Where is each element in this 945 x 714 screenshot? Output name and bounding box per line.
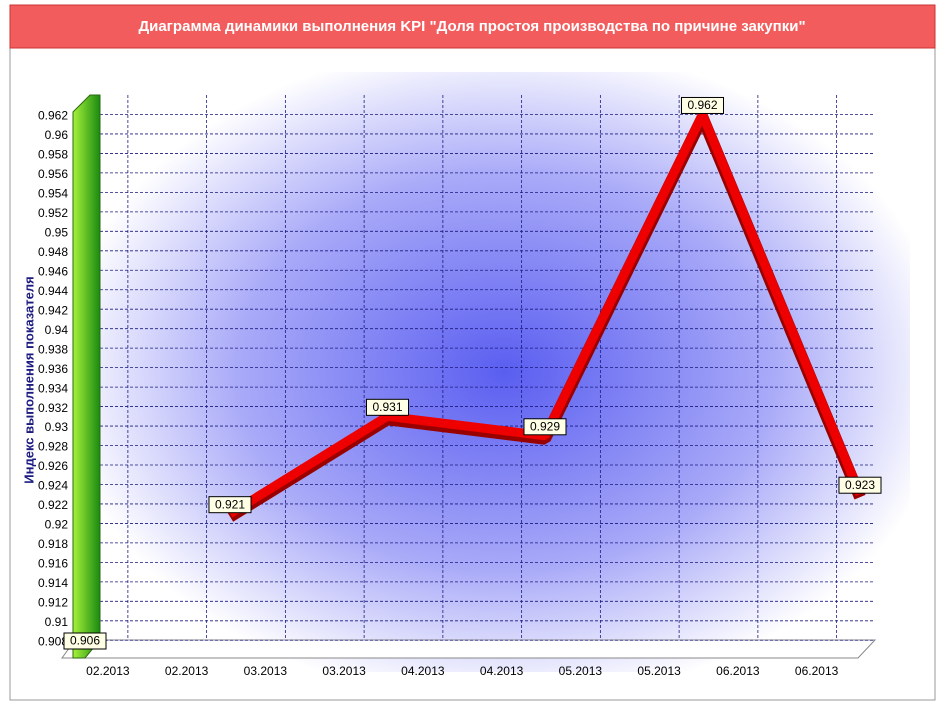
x-tick-label: 06.2013 [716,664,760,678]
y-tick-label: 0.95 [45,225,69,239]
x-tick-label: 04.2013 [401,664,445,678]
x-tick-label: 02.2013 [165,664,209,678]
title-bar [9,4,936,49]
y-tick-label: 0.948 [38,245,68,259]
y-tick-label: 0.932 [38,401,68,415]
wall [72,94,101,659]
y-tick-label: 0.922 [38,498,68,512]
y-tick-label: 0.918 [38,537,68,551]
y-tick-label: 0.946 [38,264,68,278]
x-tick-label: 03.2013 [322,664,366,678]
data-label: 0.923 [845,478,875,492]
data-label-box [838,476,882,494]
y-tick-label: 0.916 [38,557,68,571]
y-tick-label: 0.908 [38,634,68,648]
x-tick-label: 05.2013 [637,664,681,678]
y-tick-label: 0.936 [38,362,68,376]
y-tick-label: 0.926 [38,459,68,473]
y-tick-label: 0.912 [38,595,68,609]
y-tick-label: 0.938 [38,342,68,356]
line [227,112,865,518]
y-axis-title: Индекс выполнения показателя [21,276,36,483]
wall-label-box [63,632,107,650]
plot-background [100,72,910,672]
data-label-box [208,496,252,514]
data-label-box [681,96,724,114]
y-tick-label: 0.942 [38,303,68,317]
y-tick-label: 0.92 [45,518,69,532]
x-tick-label: 06.2013 [795,664,839,678]
y-tick-label: 0.94 [45,323,69,337]
y-tick-label: 0.958 [38,148,68,162]
data-label-box [366,398,409,416]
y-tick-label: 0.956 [38,167,68,181]
data-label: 0.962 [687,98,717,112]
x-tick-label: 03.2013 [244,664,288,678]
chart-title: Диаграмма динамики выполнения KPI "Доля … [138,18,805,35]
y-tick-label: 0.928 [38,440,68,454]
y-tick-label: 0.924 [38,479,68,493]
y-tick-label: 0.96 [45,128,69,142]
y-tick-label: 0.962 [38,109,68,123]
data-label: 0.921 [215,497,245,511]
data-label-box [523,418,567,436]
y-tick-label: 0.93 [45,420,69,434]
y-tick-label: 0.91 [45,615,69,629]
x-tick-label: 04.2013 [480,664,524,678]
y-tick-label: 0.954 [38,187,68,201]
data-label: 0.931 [372,400,402,414]
y-tick-label: 0.944 [38,284,68,298]
y-tick-label: 0.914 [38,576,68,590]
x-tick-label: 05.2013 [559,664,603,678]
x-tick-label: 02.2013 [86,664,130,678]
floor [61,639,877,659]
y-tick-label: 0.952 [38,206,68,220]
data-label: 0.929 [530,419,560,433]
wall-label: 0.906 [70,634,100,648]
y-tick-label: 0.934 [38,381,68,395]
